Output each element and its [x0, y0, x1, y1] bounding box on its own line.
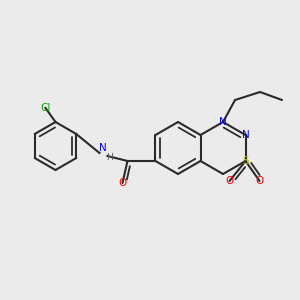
Text: N: N	[242, 130, 249, 140]
Text: H: H	[106, 154, 113, 163]
Text: O: O	[118, 178, 127, 188]
Text: S: S	[242, 156, 249, 166]
Text: N: N	[99, 143, 106, 153]
Text: O: O	[225, 176, 234, 186]
Text: N: N	[219, 117, 227, 127]
Text: Cl: Cl	[40, 103, 51, 113]
Text: O: O	[255, 176, 264, 186]
